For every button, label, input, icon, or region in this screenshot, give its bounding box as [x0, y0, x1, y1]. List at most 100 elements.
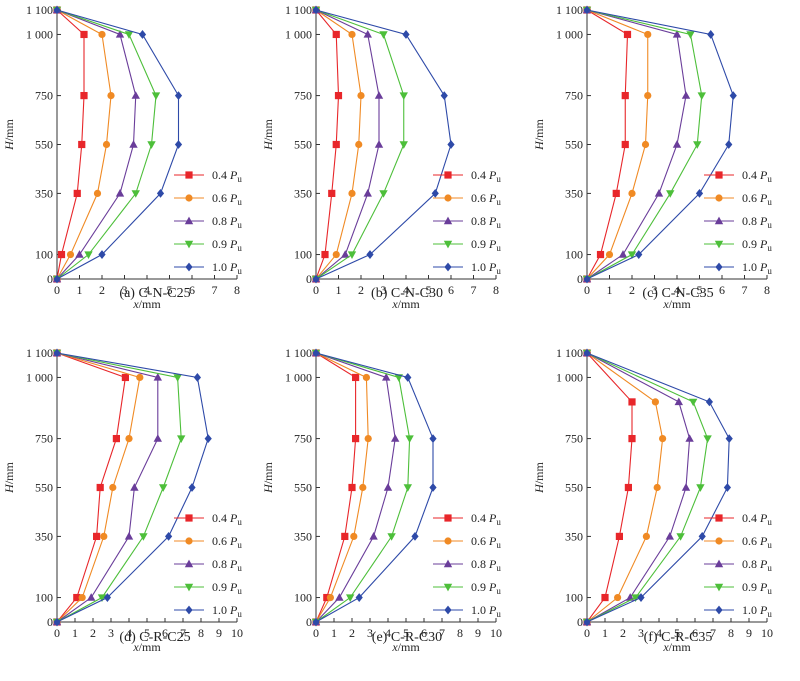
- x-tick-label: 6: [448, 283, 454, 297]
- data-point: [403, 484, 412, 492]
- y-axis-title: H/mm: [261, 462, 275, 494]
- x-tick-label: 1: [331, 626, 337, 640]
- legend-label: 0.8 Pu: [471, 557, 501, 573]
- legend-marker: [184, 216, 194, 225]
- legend-marker: [443, 583, 453, 592]
- y-tick-label: 1 100: [285, 3, 312, 17]
- y-tick-label: 1 000: [556, 370, 583, 384]
- legend-marker: [444, 262, 452, 272]
- legend: 0.4 Pu 0.6 Pu 0.8 Pu 0.9 Pu 1.0 Pu: [704, 168, 772, 276]
- legend-label: 0.9 Pu: [471, 580, 501, 596]
- data-point: [102, 140, 111, 149]
- series-line: [56, 9, 180, 280]
- y-tick-label: 750: [294, 89, 312, 103]
- data-point: [204, 434, 212, 443]
- data-point: [399, 141, 408, 149]
- y-tick-label: 1 000: [556, 27, 583, 41]
- data-point: [614, 593, 622, 602]
- data-point: [447, 140, 455, 149]
- data-point: [341, 532, 349, 541]
- legend-marker: [714, 559, 724, 568]
- legend-label: 0.4 Pu: [471, 168, 501, 184]
- data-point: [112, 434, 120, 443]
- x-tick-label: 10: [231, 626, 243, 640]
- x-axis-title: x/mm: [391, 297, 420, 311]
- data-point: [440, 91, 448, 100]
- y-tick-label: 1 000: [285, 370, 312, 384]
- y-tick-label: 1 100: [26, 346, 53, 360]
- data-point: [136, 373, 144, 382]
- x-tick-label: 0: [584, 283, 590, 297]
- x-tick-label: 10: [490, 626, 502, 640]
- legend-marker: [184, 240, 194, 249]
- data-point: [53, 274, 61, 284]
- data-point: [362, 373, 370, 382]
- data-point: [725, 140, 733, 149]
- x-tick-label: 7: [439, 626, 445, 640]
- data-point: [698, 532, 706, 541]
- data-point: [357, 91, 365, 100]
- x-tick-label: 7: [471, 283, 477, 297]
- x-axis-title: x/mm: [391, 640, 420, 654]
- legend-marker: [443, 240, 453, 249]
- y-tick-label: 0: [306, 615, 312, 629]
- x-tick-label: 0: [54, 626, 60, 640]
- data-point: [151, 92, 161, 100]
- data-point: [369, 532, 378, 540]
- data-point: [156, 189, 165, 198]
- y-tick-label: 1 100: [285, 346, 312, 360]
- data-point: [334, 91, 343, 100]
- data-point: [115, 189, 125, 197]
- data-point: [605, 250, 614, 259]
- chart-panel-1: 0 100 350 550 750 1 000 1 100 0 1 2 3 4 5 6 7 8 x/mm H/mm…: [2, 3, 242, 311]
- data-point: [312, 5, 320, 15]
- data-point: [659, 434, 667, 443]
- x-tick-label: 1: [72, 626, 78, 640]
- data-point: [723, 483, 731, 492]
- y-axis-title: H/mm: [2, 462, 16, 494]
- legend: 0.4 Pu 0.6 Pu 0.8 Pu 0.9 Pu 1.0 Pu: [704, 511, 772, 619]
- legend-label: 0.9 Pu: [212, 580, 242, 596]
- data-point: [78, 593, 86, 602]
- series-4: [582, 349, 712, 627]
- data-point: [364, 434, 372, 443]
- data-point: [348, 30, 356, 39]
- y-tick-label: 350: [294, 186, 312, 200]
- legend-marker: [444, 514, 452, 522]
- data-point: [96, 483, 104, 492]
- x-tick-label: 0: [313, 283, 319, 297]
- data-point: [641, 140, 650, 149]
- x-tick-label: 6: [162, 626, 168, 640]
- data-point: [73, 189, 81, 198]
- series-5: [312, 348, 437, 627]
- data-point: [653, 483, 661, 492]
- data-point: [431, 189, 439, 198]
- x-tick-label: 9: [216, 626, 222, 640]
- legend-marker: [185, 194, 193, 202]
- legend: 0.4 Pu 0.6 Pu 0.8 Pu 0.9 Pu 1.0 Pu: [174, 511, 242, 619]
- x-axis-title: x/mm: [132, 640, 161, 654]
- x-tick-label: 5: [674, 626, 680, 640]
- x-tick-label: 4: [126, 626, 132, 640]
- series-4: [52, 349, 186, 627]
- legend-marker: [715, 194, 723, 202]
- data-point: [681, 483, 691, 491]
- data-point: [379, 31, 388, 39]
- data-point: [78, 140, 86, 149]
- data-point: [618, 250, 628, 258]
- x-tick-label: 4: [403, 283, 409, 297]
- series-2: [312, 349, 372, 626]
- data-point: [93, 532, 101, 541]
- x-tick-label: 3: [652, 283, 658, 297]
- panel-caption: (e) C-R-C30: [372, 630, 442, 645]
- data-point: [100, 532, 108, 541]
- data-point: [348, 483, 356, 492]
- legend-marker: [185, 171, 193, 179]
- x-tick-label: 5: [144, 626, 150, 640]
- data-point: [583, 348, 591, 358]
- data-point: [312, 617, 320, 627]
- y-tick-label: 100: [565, 248, 583, 262]
- data-point: [80, 30, 88, 39]
- data-point: [366, 250, 374, 259]
